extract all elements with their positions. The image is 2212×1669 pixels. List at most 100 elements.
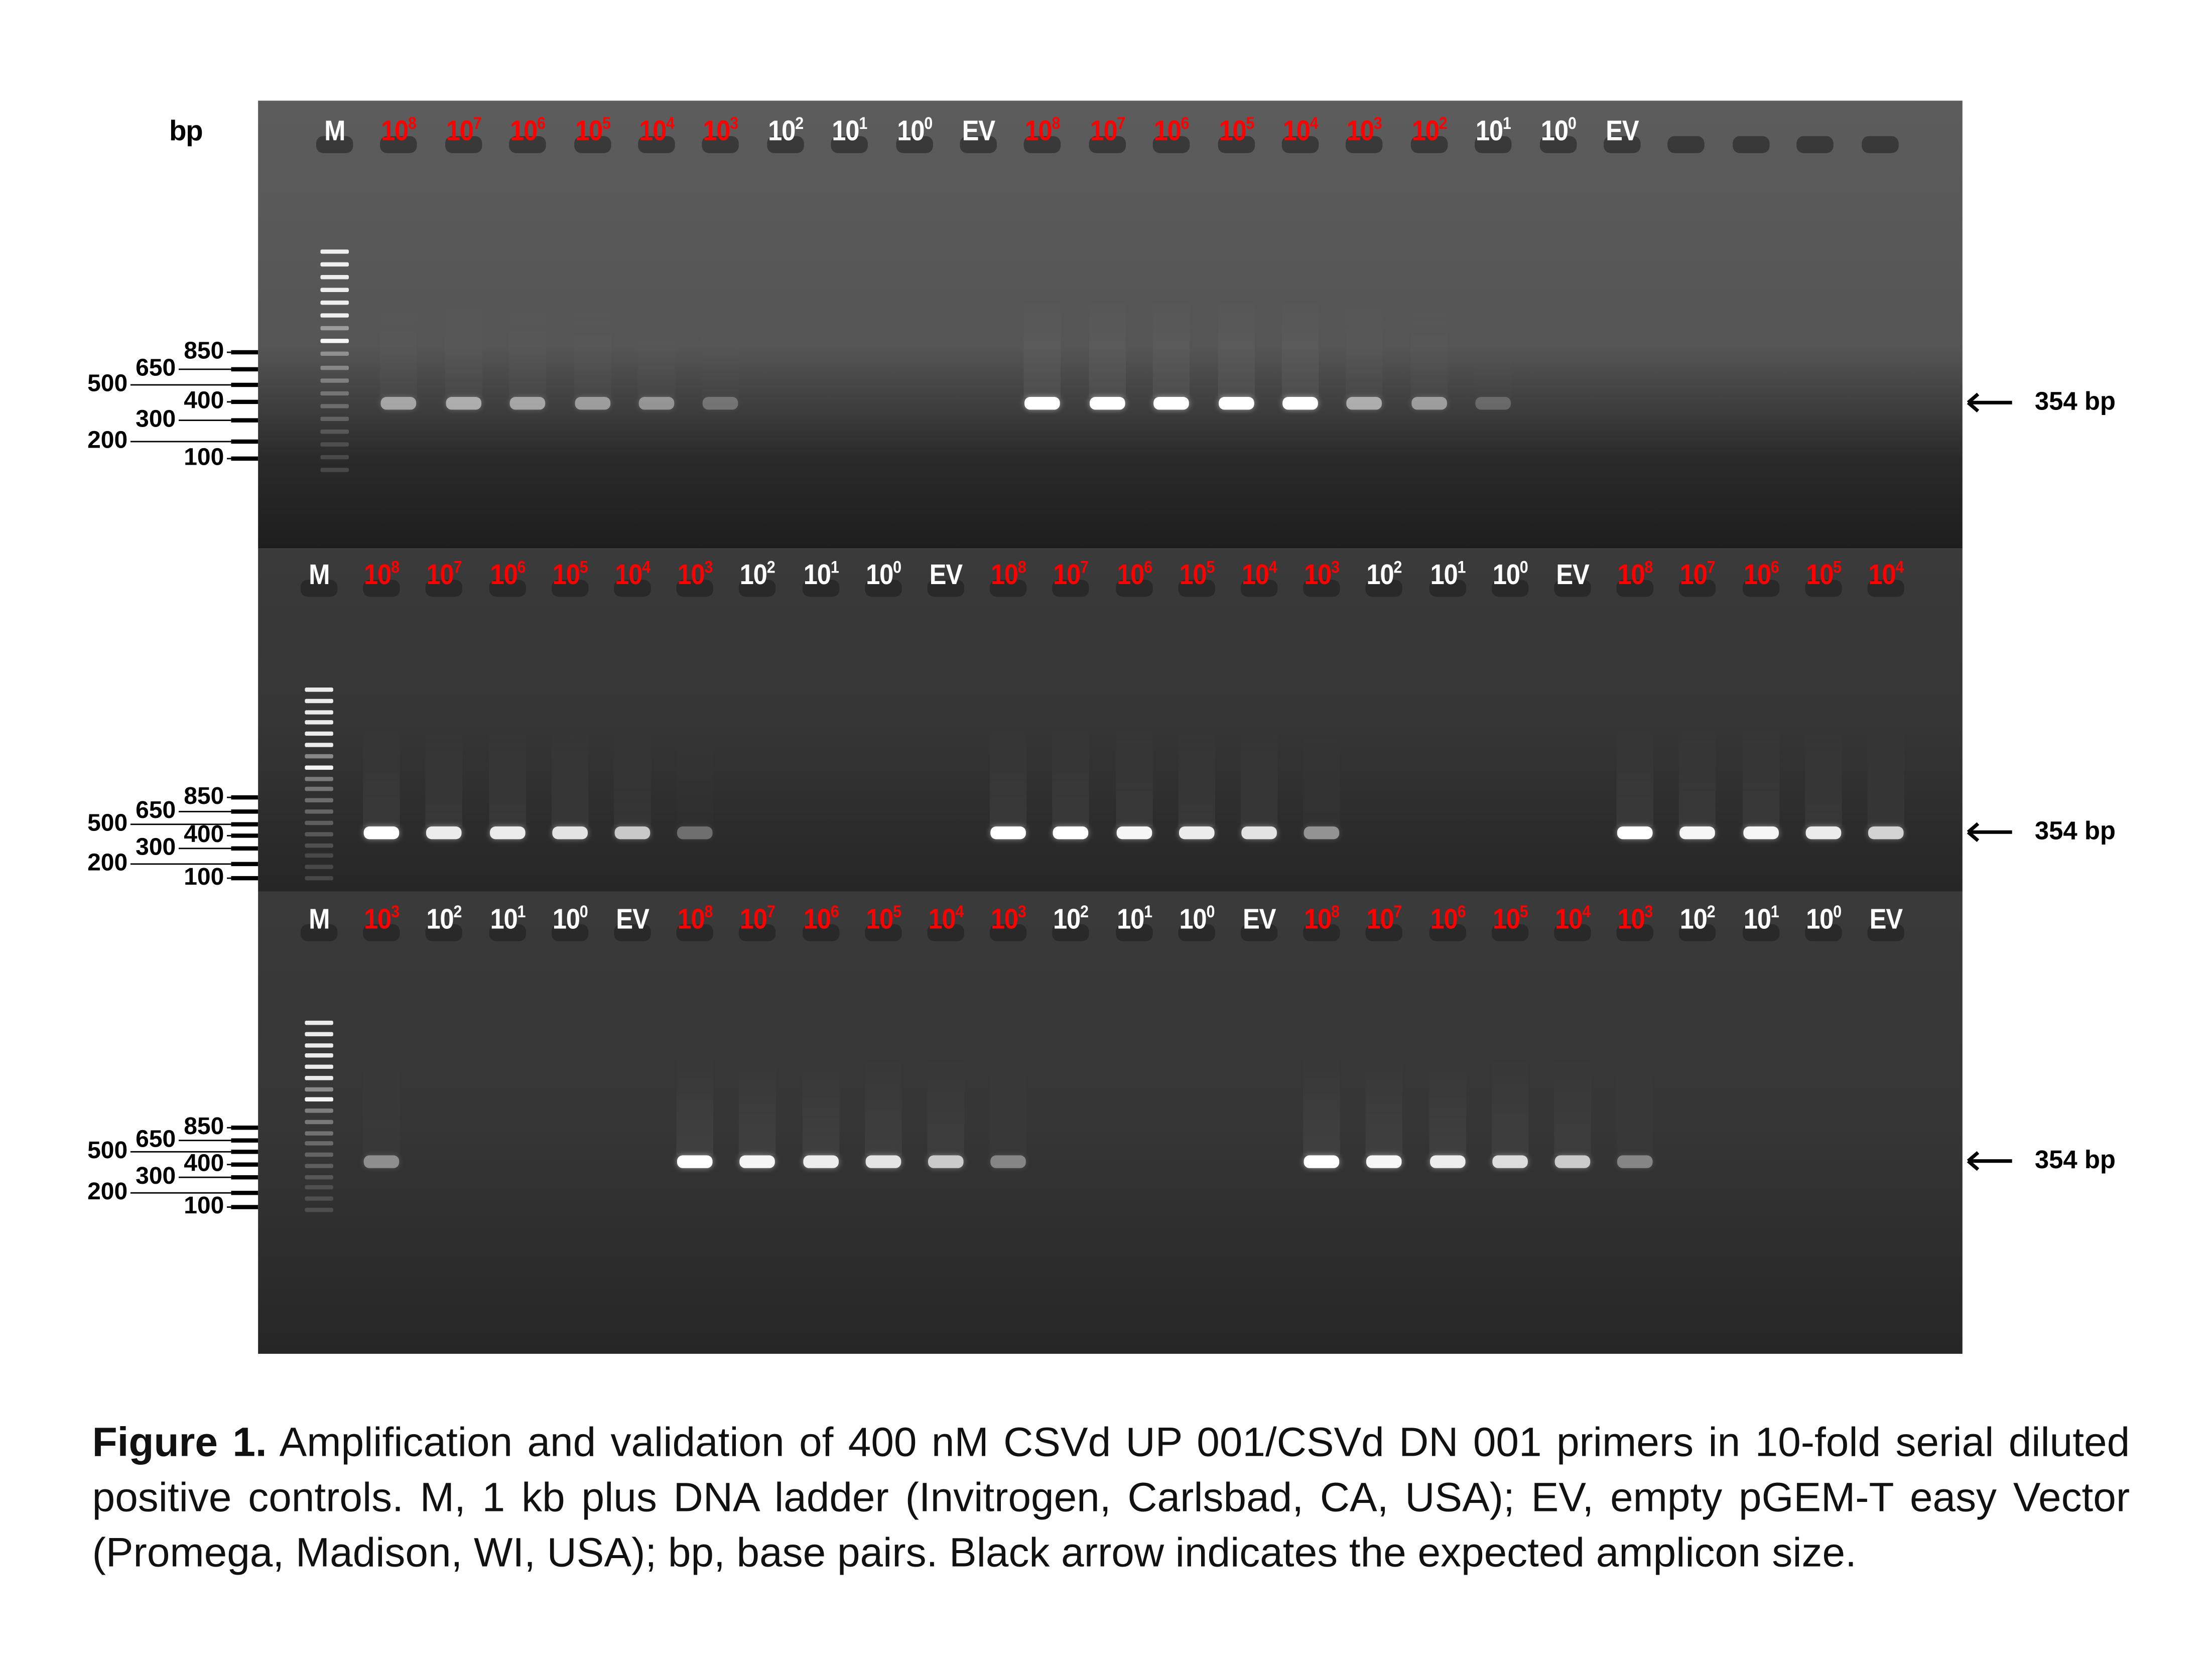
well: [831, 136, 868, 154]
ladder-band: [305, 1075, 333, 1080]
amplicon-band: [1116, 826, 1152, 840]
lane-label: 104: [1241, 557, 1277, 592]
ladder-tick-label: 200: [87, 1178, 128, 1205]
well: [1491, 924, 1528, 941]
amplicon-band: [928, 1155, 964, 1168]
band-smear: [990, 727, 1027, 826]
lane-label: 101: [1476, 113, 1511, 148]
lane-label: 100: [1179, 901, 1215, 936]
lane-label: 102: [427, 901, 462, 936]
amplicon-band: [1304, 826, 1340, 840]
lane-label: 101: [1116, 901, 1152, 936]
band-smear: [1491, 1056, 1528, 1156]
ladder-tick-label: 650: [136, 354, 176, 381]
band-smear: [990, 1056, 1027, 1156]
amplicon-band: [1492, 1155, 1528, 1168]
well: [551, 580, 588, 597]
band-smear: [1089, 298, 1126, 397]
band-smear: [509, 298, 547, 397]
well: [1617, 924, 1654, 941]
band-smear: [1867, 727, 1904, 826]
band-smear: [1217, 298, 1254, 397]
well: [1742, 580, 1779, 597]
band-smear: [380, 298, 418, 397]
caption-label: Figure 1.: [92, 1420, 267, 1466]
amplicon-band: [1554, 1155, 1591, 1168]
ladder-band: [305, 798, 333, 803]
lane-label: 106: [1116, 557, 1152, 592]
ladder-tick: [231, 876, 258, 880]
band-smear: [1053, 727, 1090, 826]
ladder-leader-line: [227, 458, 231, 460]
ladder-tick: [231, 795, 258, 799]
lane-label: 106: [1429, 901, 1465, 936]
well: [1867, 580, 1904, 597]
well: [1366, 924, 1403, 941]
well: [1178, 924, 1215, 941]
figure-caption: Figure 1. Amplification and validation o…: [92, 1394, 2130, 1582]
ladder-tick-label: 850: [184, 782, 224, 810]
amplicon-band: [1282, 397, 1318, 410]
band-smear: [551, 727, 588, 826]
caption-text: Amplification and validation of 400 nM C…: [92, 1420, 2130, 1577]
bp-unit-label: bp: [169, 116, 203, 148]
well: [1617, 580, 1654, 597]
lane-label: EV: [1556, 560, 1590, 592]
well: [1024, 136, 1062, 154]
ladder-band: [320, 429, 349, 434]
ladder-band: [320, 326, 349, 331]
well: [300, 580, 338, 597]
band-smear: [638, 298, 675, 397]
well: [1178, 580, 1215, 597]
well: [1240, 580, 1278, 597]
well: [1366, 580, 1403, 597]
arrow-left-icon: [1965, 391, 2013, 421]
ladder-tick: [231, 399, 258, 403]
amplicon-size-label: 354 bp: [2034, 816, 2116, 845]
ladder-band: [305, 1108, 333, 1113]
well: [990, 924, 1027, 941]
lane-label: 108: [381, 113, 417, 148]
band-smear: [864, 1056, 902, 1156]
ladder-leader-line: [130, 1151, 231, 1153]
amplicon-band: [1411, 397, 1447, 410]
amplicon-band: [1153, 397, 1190, 410]
amplicon-band: [552, 826, 588, 840]
well: [1867, 924, 1904, 941]
band-smear: [1178, 727, 1215, 826]
well: [551, 924, 588, 941]
ladder-tick-label: 300: [136, 1162, 176, 1190]
amplicon-band: [427, 826, 462, 840]
band-smear: [1410, 298, 1448, 397]
lane-label: 105: [1805, 557, 1841, 592]
well: [1115, 924, 1152, 941]
lane-label: 101: [1429, 557, 1465, 592]
amplicon-size-label: 354 bp: [2034, 387, 2116, 415]
amplicon-band: [614, 826, 650, 840]
amplicon-band: [1743, 826, 1778, 840]
lane-label: 103: [364, 901, 400, 936]
amplicon-band: [381, 397, 417, 410]
ladder-band: [305, 854, 333, 859]
amplicon-band: [1179, 826, 1215, 840]
band-smear: [488, 727, 526, 826]
lane-label: 104: [1868, 557, 1904, 592]
ladder-tick-label: 500: [87, 370, 128, 397]
lane-label: 105: [1218, 113, 1254, 148]
ladder-leader-line: [227, 835, 231, 837]
well: [1475, 136, 1512, 154]
ladder-tick: [231, 439, 258, 443]
ladder-leader-line: [227, 1164, 231, 1166]
well: [1604, 136, 1641, 154]
well: [1303, 924, 1341, 941]
amplicon-band: [677, 1155, 713, 1168]
ladder-band: [320, 352, 349, 357]
band-smear: [927, 1056, 964, 1156]
lane-label: 100: [865, 557, 901, 592]
ladder-leader-line: [130, 1192, 231, 1194]
ladder-tick-label: 500: [87, 809, 128, 837]
lane-label: 106: [1154, 113, 1190, 148]
ladder-band: [320, 301, 349, 306]
ladder-leader-line: [178, 1176, 231, 1178]
ladder-band: [320, 275, 349, 280]
